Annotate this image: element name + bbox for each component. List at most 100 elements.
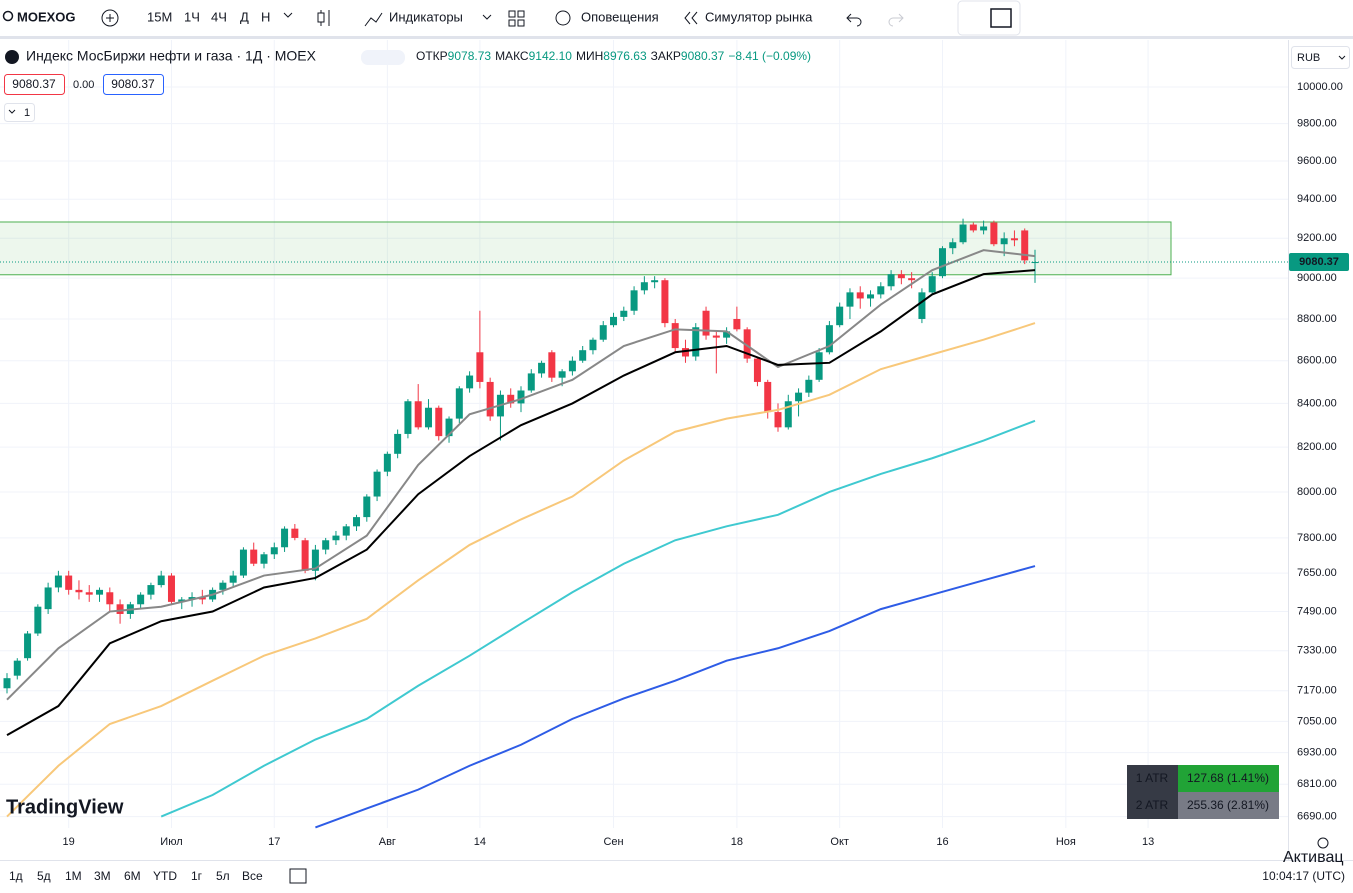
candle-body: [65, 575, 73, 590]
candle-body: [96, 589, 104, 595]
interval-button[interactable]: 15М: [147, 9, 172, 24]
interval-menu[interactable]: [283, 12, 293, 18]
indicators-toggle[interactable]: [4, 103, 35, 122]
candle-body: [507, 394, 515, 404]
replay-icon[interactable]: [684, 11, 698, 25]
period-button[interactable]: 6М: [124, 869, 141, 883]
candle-body: [651, 280, 659, 283]
period-button[interactable]: 1М: [65, 869, 82, 883]
candle-body: [558, 371, 566, 378]
candle-body: [373, 471, 381, 497]
interval-button[interactable]: Д: [240, 9, 249, 24]
candle-body: [342, 526, 350, 536]
alert-icon[interactable]: [555, 10, 571, 26]
interval-button[interactable]: Н: [261, 9, 270, 24]
candle-body: [188, 597, 196, 600]
templates-icon: [517, 10, 525, 18]
moving-average: [160, 419, 1036, 818]
indicators-icon[interactable]: [364, 12, 383, 27]
candle-body: [877, 286, 885, 295]
period-button[interactable]: 5д: [37, 869, 51, 883]
candle-body: [897, 274, 905, 279]
currency[interactable]: RUB: [1297, 52, 1320, 64]
y-tick-label: 7170.00: [1297, 685, 1337, 697]
period-button[interactable]: YTD: [153, 869, 177, 883]
x-tick-label: 14: [474, 836, 486, 848]
candle-body: [990, 222, 998, 245]
x-tick-label: Окт: [830, 836, 849, 848]
alerts-button[interactable]: Оповещения: [581, 9, 659, 24]
intervals: 15М 1Ч 4Ч Д Н: [147, 9, 270, 24]
undo-button[interactable]: [846, 13, 862, 27]
period-button[interactable]: 1д: [9, 869, 23, 883]
candle-body: [54, 575, 62, 588]
period-button[interactable]: 1г: [191, 869, 203, 883]
y-tick-label: 8000.00: [1297, 486, 1337, 498]
replay-button[interactable]: Симулятор рынка: [705, 9, 813, 24]
toolbar: MOEXOG 15М 1Ч 4Ч Д Н Индикаторы Оповещения С…: [0, 0, 1353, 39]
ask-box: [103, 74, 164, 95]
candle-body: [733, 318, 741, 330]
candle-body: [568, 360, 576, 372]
interval-button[interactable]: 4Ч: [211, 9, 227, 24]
x-tick-label: 17: [268, 836, 280, 848]
symbol[interactable]: MOEXOG: [17, 9, 76, 24]
templates-icon[interactable]: [508, 10, 516, 18]
candle-body: [723, 331, 731, 338]
y-tick-label: 7800.00: [1297, 532, 1337, 544]
moving-average: [315, 565, 1036, 829]
candle-body: [250, 549, 258, 564]
price-zone: [0, 221, 1172, 276]
date-range-button[interactable]: [289, 868, 307, 884]
y-tick-label: 7650.00: [1297, 567, 1337, 579]
chevron: [8, 109, 16, 114]
indicators-button[interactable]: Индикаторы: [389, 9, 463, 24]
fullscreen-button[interactable]: [990, 8, 1012, 28]
y-tick-label: 8800.00: [1297, 313, 1337, 325]
candle-body: [969, 224, 977, 231]
interval-button[interactable]: 1Ч: [184, 9, 200, 24]
candle-body: [753, 358, 761, 382]
candle-body: [466, 375, 474, 389]
x-tick-label: Авг: [379, 836, 396, 848]
footer: 1д 5д 1М 3М 6М YTD 1г 5л Все Активац 10:04:17 (U…: [0, 837, 1353, 884]
bid: 9080.37: [12, 77, 56, 91]
y-tick-label: 8600.00: [1297, 355, 1337, 367]
candle-body: [394, 433, 402, 454]
moving-average: [6, 322, 1036, 818]
y-tick-label: 7490.00: [1297, 605, 1337, 617]
candle-body: [167, 575, 175, 602]
candle-body: [743, 329, 751, 359]
moving-average: [6, 269, 1036, 736]
redo-button[interactable]: [888, 13, 904, 27]
settings-button[interactable]: [1317, 837, 1329, 849]
y-tick-label: 9800.00: [1297, 118, 1337, 130]
candle-body: [24, 633, 32, 659]
period-button[interactable]: 5л: [216, 869, 230, 883]
brand: TradingView: [6, 796, 124, 818]
candle-body: [908, 278, 916, 281]
templates-icon: [517, 19, 525, 27]
periods: 1д 5д 1М 3М 6М YTD 1г 5л Все: [9, 869, 263, 883]
candle-body: [846, 292, 854, 307]
candle-body: [661, 280, 669, 324]
ask: 9080.37: [111, 77, 155, 91]
atr-value: 255.36 (2.81%): [1187, 798, 1269, 812]
search-icon[interactable]: [2, 10, 14, 22]
status-pill: [361, 50, 405, 65]
compare-button[interactable]: [101, 9, 119, 27]
candle-body: [219, 582, 227, 590]
currency-box[interactable]: [1291, 46, 1350, 69]
high-value: 9142.10: [529, 49, 573, 63]
atr-label-bg: [1127, 792, 1178, 819]
period-button[interactable]: 3М: [94, 869, 111, 883]
y-tick-label: 9400.00: [1297, 193, 1337, 205]
candle-body: [404, 401, 412, 434]
last-price-label: 9080.37: [1299, 256, 1339, 268]
candle-body: [455, 388, 463, 419]
candle-body: [239, 549, 247, 576]
candle-body: [85, 592, 93, 595]
indicators-menu[interactable]: [482, 14, 492, 20]
period-button[interactable]: Все: [242, 869, 263, 883]
y-tick-label: 7330.00: [1297, 645, 1337, 657]
